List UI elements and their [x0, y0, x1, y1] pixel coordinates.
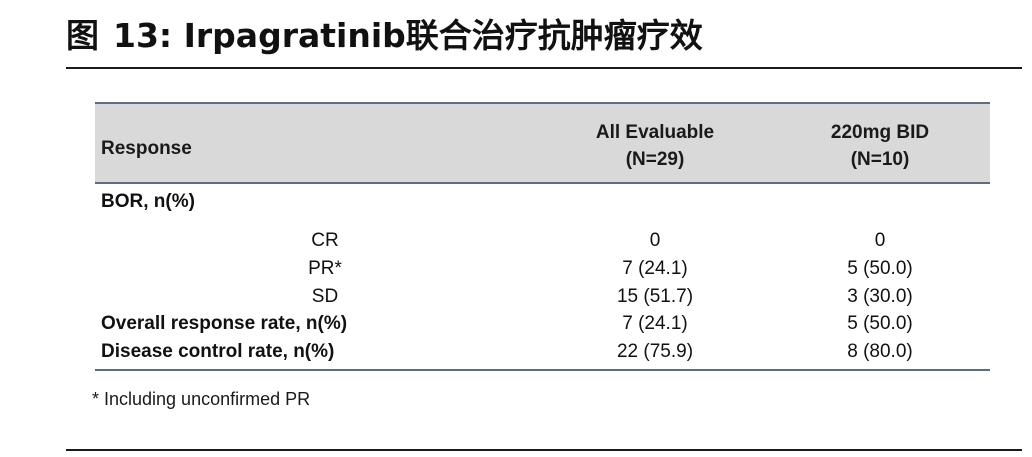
- cell-cr-220: 0: [874, 230, 886, 251]
- row-label-cr: CR: [311, 230, 339, 251]
- footnote: * Including unconfirmed PR: [92, 389, 311, 409]
- cell-dcr-all: 22 (75.9): [616, 341, 694, 362]
- cell-dcr-220: 8 (80.0): [847, 341, 913, 362]
- bottom-divider: [66, 449, 1022, 451]
- table-body: BOR, n(%) CR 0 0 PR* 7 (24.1) 5 (50.0) S…: [95, 184, 990, 369]
- cell-pr-220: 5 (50.0): [847, 258, 913, 279]
- efficacy-table: Response All Evaluable (N=29) 220mg BID …: [95, 102, 990, 371]
- row-label-dcr: Disease control rate, n(%): [101, 341, 335, 362]
- table-bottom-rule: [95, 369, 990, 371]
- table-header: Response All Evaluable (N=29) 220mg BID …: [95, 102, 990, 184]
- cell-sd-220: 3 (30.0): [847, 286, 913, 307]
- top-divider: [66, 67, 1022, 69]
- figure-caption: Irpagratinib联合治疗抗肿瘤疗效: [183, 16, 703, 55]
- table-row: BOR, n(%): [95, 188, 990, 216]
- cell-sd-all: 15 (51.7): [616, 286, 694, 307]
- header-220mg-bid-label: 220mg BID: [830, 122, 930, 143]
- table-row: SD 15 (51.7) 3 (30.0): [95, 283, 990, 311]
- figure-label: 图: [66, 16, 99, 55]
- header-220mg-bid: 220mg BID (N=10): [775, 119, 985, 173]
- table-row: PR* 7 (24.1) 5 (50.0): [95, 255, 990, 283]
- header-response: Response: [101, 138, 192, 159]
- row-label-bor: BOR, n(%): [101, 191, 195, 212]
- figure-number: 13:: [113, 16, 173, 55]
- row-label-sd: SD: [311, 286, 339, 307]
- cell-cr-all: 0: [649, 230, 661, 251]
- cell-orr-all: 7 (24.1): [622, 313, 688, 334]
- table-row: Disease control rate, n(%) 22 (75.9) 8 (…: [95, 338, 990, 366]
- row-label-orr: Overall response rate, n(%): [101, 313, 348, 334]
- header-all-evaluable-label: All Evaluable: [595, 122, 715, 143]
- figure-title: 图 13: Irpagratinib联合治疗抗肿瘤疗效: [66, 14, 703, 58]
- cell-pr-all: 7 (24.1): [622, 258, 688, 279]
- table-row: CR 0 0: [95, 227, 990, 255]
- cell-orr-220: 5 (50.0): [847, 313, 913, 334]
- header-all-evaluable-n: (N=29): [625, 149, 685, 170]
- table-row: Overall response rate, n(%) 7 (24.1) 5 (…: [95, 310, 990, 338]
- row-label-pr: PR*: [308, 258, 342, 279]
- header-220mg-bid-n: (N=10): [850, 149, 910, 170]
- header-all-evaluable: All Evaluable (N=29): [530, 119, 780, 173]
